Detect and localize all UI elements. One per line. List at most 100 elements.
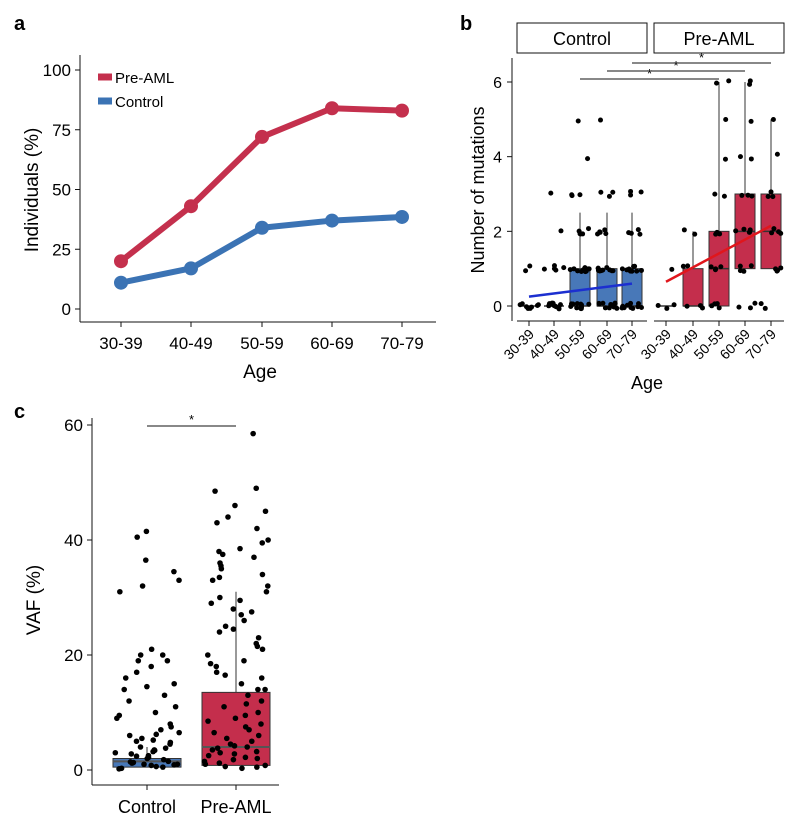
data-point [116, 766, 122, 772]
data-point [242, 712, 249, 719]
y-tick-label: 25 [52, 240, 71, 259]
data-point [628, 192, 634, 198]
data-point [238, 680, 245, 687]
x-tick-label: 40-49 [169, 334, 212, 353]
data-point [748, 118, 754, 124]
data-point [232, 715, 239, 722]
data-point [223, 735, 230, 742]
data-point [395, 209, 409, 224]
data-point [121, 686, 128, 693]
data-point [255, 634, 262, 641]
data-point [114, 275, 128, 290]
data-point [769, 230, 775, 236]
data-point [243, 701, 250, 707]
data-point [586, 301, 592, 307]
data-point [208, 600, 215, 607]
data-point [718, 264, 724, 270]
y-axis-title: Number of mutations [468, 106, 488, 273]
data-point [577, 192, 583, 198]
x-tick-label: Pre-AML [200, 797, 271, 817]
box [682, 268, 704, 307]
data-point [692, 231, 698, 237]
data-point [634, 268, 640, 274]
data-point [716, 305, 722, 311]
data-point [263, 588, 270, 595]
data-point [152, 709, 159, 716]
y-tick-label: 0 [493, 299, 502, 316]
data-point [144, 683, 150, 690]
data-point [230, 626, 237, 632]
data-point [604, 265, 610, 271]
data-point [709, 303, 715, 309]
data-point [774, 151, 780, 157]
x-tick-label: 70-79 [742, 326, 779, 363]
data-point [737, 154, 743, 160]
y-tick-label: 0 [62, 300, 71, 319]
data-point [218, 563, 224, 569]
data-point [254, 764, 260, 770]
data-point [221, 703, 227, 710]
data-point [214, 519, 220, 526]
y-tick-label: 60 [64, 416, 83, 435]
significance-label: * [189, 412, 194, 427]
panel-letter-b: b [460, 13, 472, 35]
data-point [598, 189, 604, 195]
data-point [745, 192, 751, 198]
data-point [255, 732, 262, 739]
facet-label-control: Control [553, 29, 611, 49]
box [621, 268, 643, 307]
data-point [114, 254, 128, 269]
data-point [723, 116, 729, 122]
data-point [579, 302, 585, 308]
data-point [578, 306, 584, 312]
data-point [747, 305, 753, 311]
data-point [207, 660, 214, 667]
y-tick-label: 100 [43, 61, 71, 80]
data-point [253, 485, 260, 492]
data-point [213, 663, 220, 670]
x-axis-title: Age [631, 373, 663, 393]
data-point [638, 267, 644, 273]
data-point [264, 583, 271, 589]
data-point [575, 118, 581, 124]
data-point [262, 762, 269, 769]
data-point [164, 657, 171, 664]
x-tick-label: 30-39 [99, 334, 142, 353]
data-point [130, 759, 137, 766]
data-point [222, 623, 229, 630]
data-point [112, 749, 119, 756]
data-point [158, 726, 164, 733]
data-point [774, 268, 780, 274]
data-point [747, 81, 753, 87]
data-point [748, 263, 754, 269]
data-point [255, 709, 261, 716]
data-point [726, 78, 732, 84]
data-point [219, 551, 226, 558]
data-point [237, 597, 243, 604]
data-point [251, 554, 257, 561]
data-point [561, 265, 567, 271]
data-point [139, 583, 146, 589]
data-point [232, 502, 238, 509]
data-point [586, 266, 592, 272]
x-axis-title: Age [243, 362, 277, 383]
data-point [529, 304, 535, 310]
data-point [638, 189, 644, 195]
data-point [758, 301, 764, 307]
significance-label: * [699, 50, 704, 65]
data-point [242, 754, 249, 761]
y-tick-label: 75 [52, 121, 71, 140]
data-point [250, 430, 256, 437]
data-point [635, 227, 641, 233]
data-point [610, 189, 616, 195]
data-point [585, 156, 591, 162]
data-point [211, 729, 217, 736]
data-point [741, 268, 747, 274]
y-tick-label: 20 [64, 646, 83, 665]
data-point [610, 268, 616, 274]
data-point [225, 514, 231, 520]
data-point [771, 226, 777, 232]
data-point [128, 751, 135, 757]
